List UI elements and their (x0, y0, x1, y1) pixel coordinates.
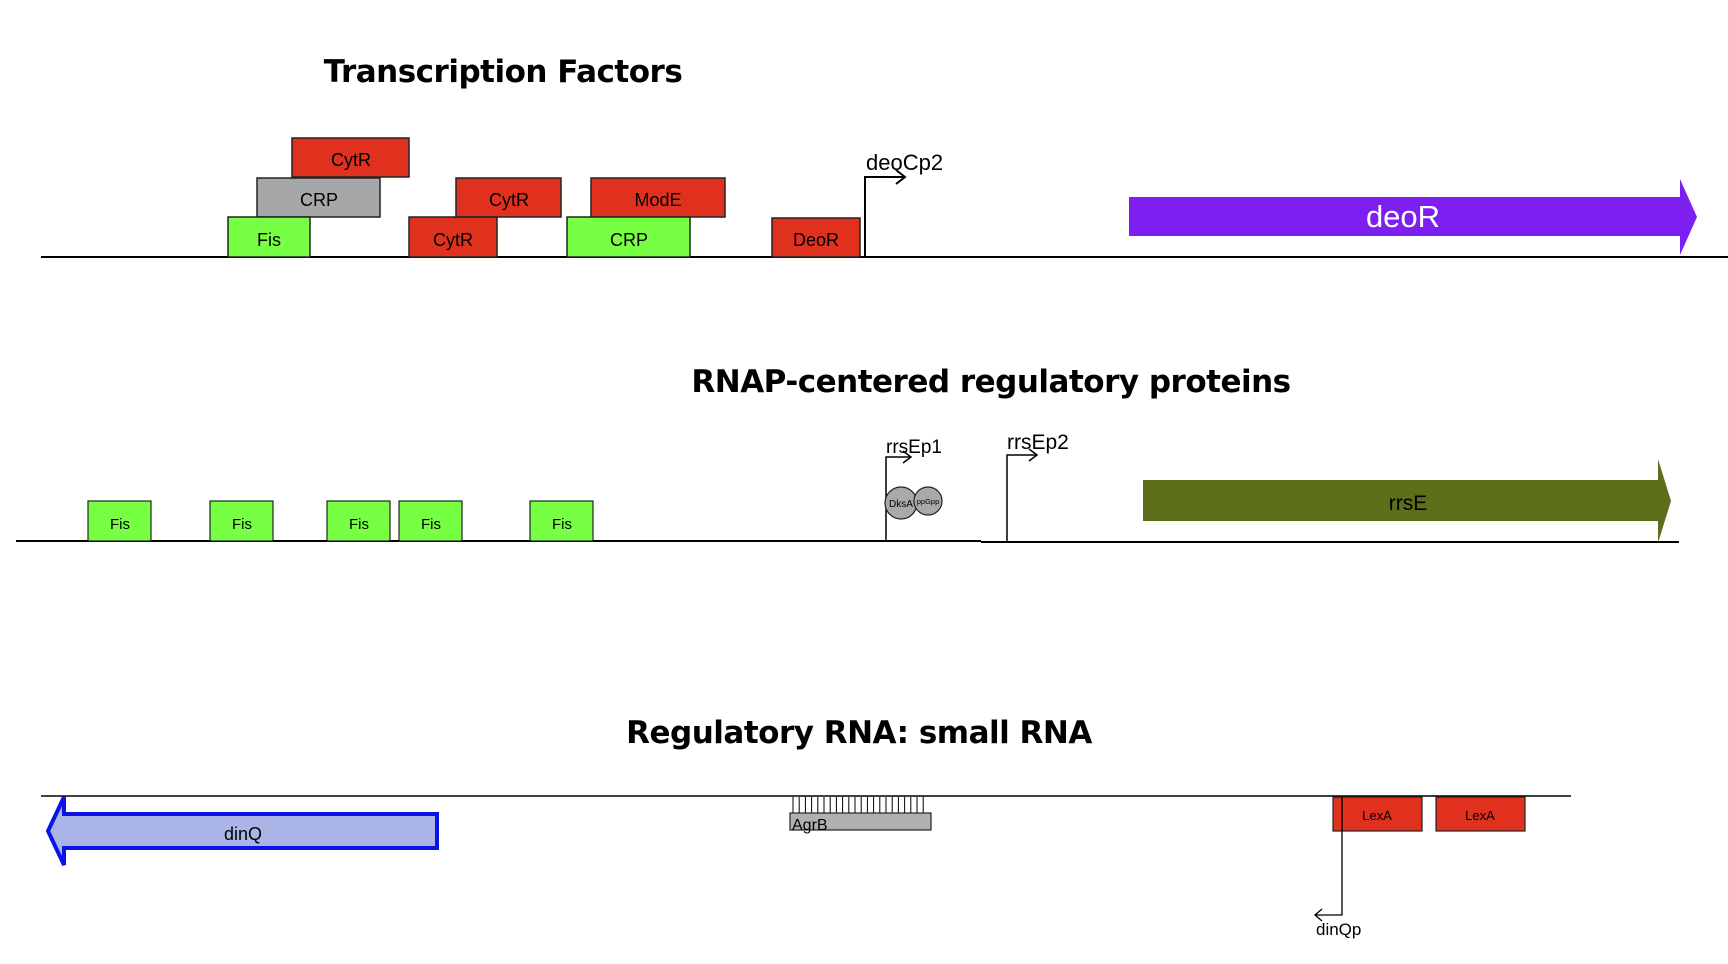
fis-site-3: Fis (326, 500, 391, 542)
promoter-label-rrsep1: rrsEp1 (886, 437, 942, 458)
gene-label-deor: deoR (1366, 199, 1440, 234)
site-label: Fis (257, 230, 281, 250)
fis-label: Fis (110, 516, 130, 533)
gene-label-rrse: rrsE (1389, 492, 1428, 515)
lexa-site-2: LexA (1435, 796, 1526, 832)
site-cytr-low: CytR (408, 216, 498, 258)
promoter-arrow-deocp2 (864, 169, 907, 257)
fis-site-2: Fis (209, 500, 274, 542)
site-label: ModE (634, 190, 681, 210)
site-fis: Fis (227, 216, 311, 258)
section-title-transcription-factors: Transcription Factors (324, 54, 683, 90)
ppgpp-circle (913, 486, 943, 516)
fis-site-5: Fis (529, 500, 594, 542)
dksa-label: DksA (889, 499, 913, 510)
site-label: CytR (489, 190, 529, 210)
rnap-panel: RNAP-centered regulatory proteins Fis Fi… (16, 364, 1679, 543)
site-deor: DeoR (771, 217, 861, 258)
promoter-label-dinqp: dinQp (1316, 920, 1361, 939)
site-label: CRP (300, 190, 338, 210)
promoter-arrow-dinqp (1314, 797, 1343, 922)
site-crp-right: CRP (566, 216, 691, 258)
section-title-rnap: RNAP-centered regulatory proteins (691, 364, 1290, 400)
transcription-factors-panel: Transcription Factors CytR CRP Fis CytR … (41, 54, 1728, 258)
base-pairing-ticks (792, 797, 924, 813)
site-cytr-top: CytR (291, 137, 410, 178)
site-label: CytR (331, 150, 371, 170)
agrb-label: AgrB (792, 817, 828, 834)
gene-arrow-dinq (45, 796, 439, 866)
site-label: DeoR (793, 230, 839, 250)
fis-label: Fis (349, 516, 369, 533)
gene-arrow-deor (1129, 179, 1697, 255)
promoter-label-rrsep2: rrsEp2 (1007, 431, 1069, 454)
promoter-arrow-rrsep1 (885, 450, 913, 541)
srna-agrb: AgrB (789, 797, 932, 834)
section-title-small-rna: Regulatory RNA: small RNA (626, 715, 1092, 751)
fis-site-4: Fis (398, 500, 463, 542)
fis-label: Fis (421, 516, 441, 533)
site-cytr-mid: CytR (455, 177, 562, 218)
fis-site-1: Fis (87, 500, 152, 542)
site-crp-left: CRP (256, 177, 381, 218)
gene-label-dinq: dinQ (224, 824, 262, 844)
site-mode: ModE (590, 177, 726, 218)
promoter-label-deocp2: deoCp2 (866, 150, 943, 175)
dksa-ppgpp-complex: DksA ppGpp (884, 486, 943, 520)
gene-arrow-rrse (1143, 459, 1671, 543)
small-rna-panel: Regulatory RNA: small RNA dinQ AgrB LexA… (41, 715, 1571, 939)
lexa-label: LexA (1465, 808, 1495, 823)
site-label: CytR (433, 230, 473, 250)
fis-label: Fis (552, 516, 572, 533)
fis-label: Fis (232, 516, 252, 533)
ppgpp-label: ppGpp (917, 497, 940, 506)
site-label: CRP (610, 230, 648, 250)
lexa-label: LexA (1362, 808, 1392, 823)
promoter-arrow-rrsep2 (1006, 448, 1039, 541)
lexa-site-1: LexA (1332, 796, 1423, 832)
agrb-bar (789, 812, 932, 831)
